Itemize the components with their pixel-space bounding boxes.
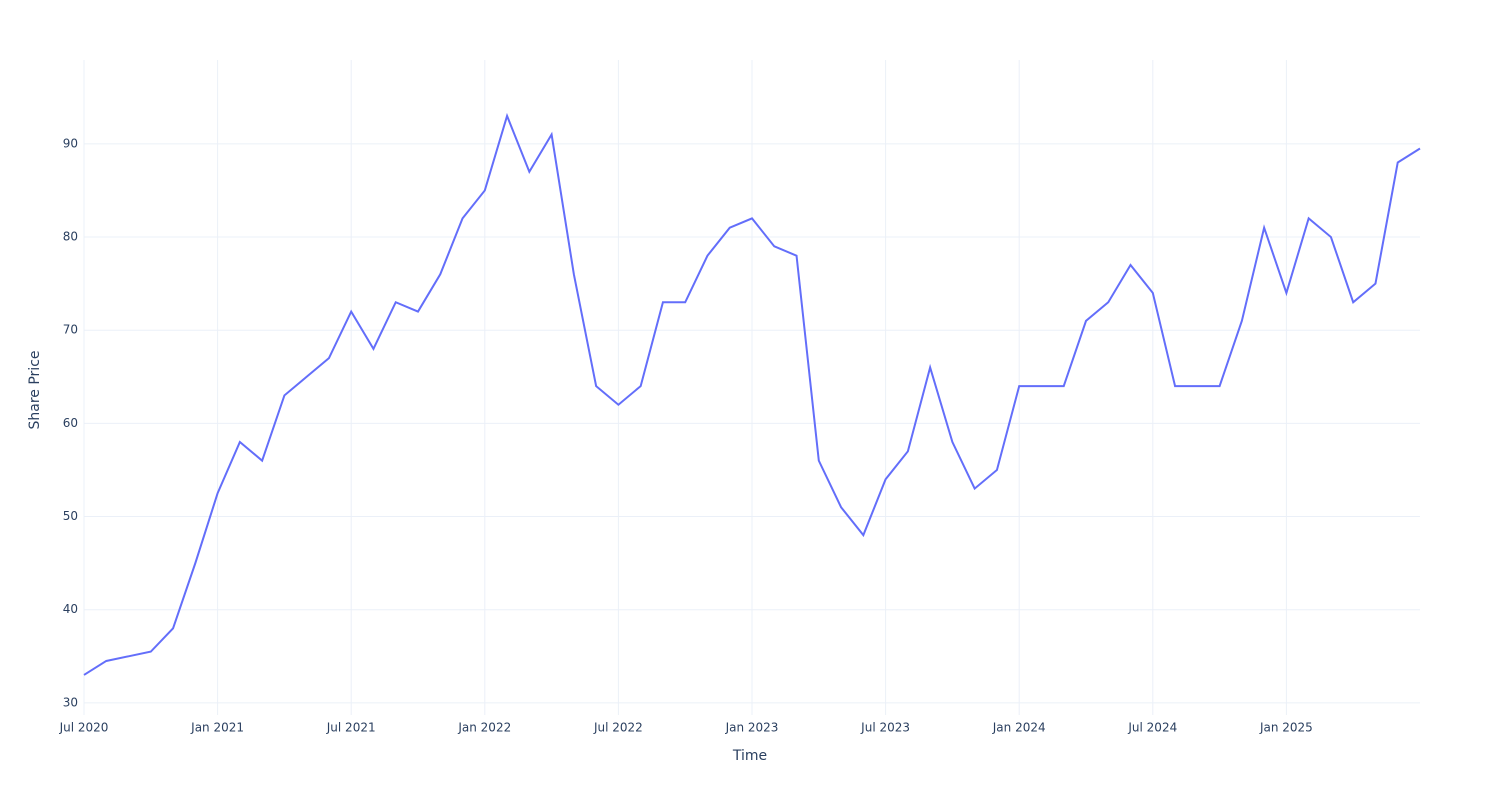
x-tick-label: Jul 2023 xyxy=(860,721,910,735)
x-tick-label: Jul 2022 xyxy=(593,721,643,735)
y-tick-label: 80 xyxy=(63,230,78,244)
y-tick-label: 50 xyxy=(63,509,78,523)
x-tick-label: Jan 2021 xyxy=(190,721,244,735)
line xyxy=(83,112,1421,676)
x-tick-label: Jan 2022 xyxy=(457,721,511,735)
x-axis-title: Time xyxy=(732,748,767,764)
x-tick-label: Jan 2023 xyxy=(725,721,779,735)
y-tick-label: 60 xyxy=(63,416,78,430)
y-axis-title: Share Price xyxy=(27,350,43,429)
x-tick-label: Jan 2024 xyxy=(992,721,1046,735)
x-tick-label: Jan 2025 xyxy=(1259,721,1313,735)
y-tick-label: 90 xyxy=(63,136,78,150)
x-tick-label: Jul 2021 xyxy=(326,721,376,735)
y-tick-label: 70 xyxy=(63,323,78,337)
x-tick-label: Jul 2024 xyxy=(1127,721,1177,735)
y-tick-label: 40 xyxy=(63,602,78,616)
x-tick-label: Jul 2020 xyxy=(59,721,109,735)
y-tick-label: 30 xyxy=(63,695,78,709)
